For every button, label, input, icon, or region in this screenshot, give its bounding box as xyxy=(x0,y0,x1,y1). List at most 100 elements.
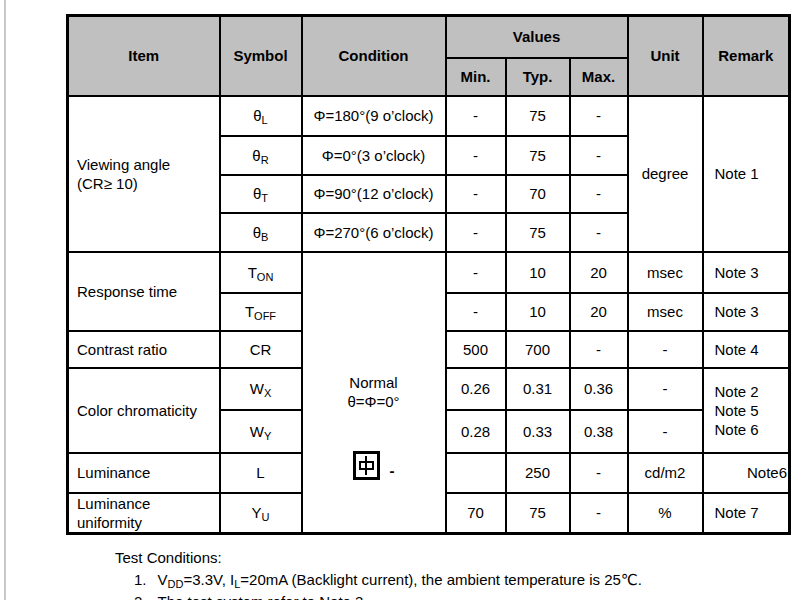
symbol-base: W xyxy=(250,423,264,440)
test-condition-2-clipped: 2.The test system refer to Note 3 xyxy=(134,593,363,600)
symbol-l: L xyxy=(220,453,302,493)
condition-normal-line2: θ=Φ=0° xyxy=(347,393,399,410)
unit-viewing-angle: degree xyxy=(628,96,703,252)
remark-viewing-angle: Note 1 xyxy=(703,96,790,252)
typ-wx: 0.31 xyxy=(506,368,570,410)
unit-wy: - xyxy=(628,410,703,453)
min-t-off: - xyxy=(446,293,506,331)
item-viewing-angle: Viewing angle (CR≥ 10) xyxy=(68,96,220,252)
min-wy: 0.28 xyxy=(446,410,506,453)
test-condition-1-text: =20mA (Backlight current), the ambient t… xyxy=(240,571,642,588)
max-theta-t: - xyxy=(570,175,628,213)
symbol-sub: T xyxy=(261,192,268,204)
typ-t-off: 10 xyxy=(506,293,570,331)
remark-luminance: Note6 xyxy=(703,453,790,493)
symbol-base: θ xyxy=(253,224,261,241)
test-condition-1-text: V xyxy=(158,571,168,588)
col-header-typ: Typ. xyxy=(506,58,570,96)
center-point-icon xyxy=(353,451,380,480)
typ-theta-t: 70 xyxy=(506,175,570,213)
optical-spec-table: Item Symbol Condition Values Unit Remark… xyxy=(66,14,791,535)
row-t-on: Response time TON Normal θ=Φ=0° - - 10 2… xyxy=(68,252,790,293)
condition-normal-line1: Normal xyxy=(349,374,397,391)
typ-t-on: 10 xyxy=(506,252,570,293)
item-luminance-uniformity-line2: uniformity xyxy=(77,514,142,531)
typ-yu: 75 xyxy=(506,493,570,534)
col-header-item: Item xyxy=(68,16,220,96)
max-wy: 0.38 xyxy=(570,410,628,453)
item-luminance: Luminance xyxy=(68,453,220,493)
col-header-min: Min. xyxy=(446,58,506,96)
col-header-max: Max. xyxy=(570,58,628,96)
symbol-base: T xyxy=(248,264,257,281)
symbol-wy: WY xyxy=(220,410,302,453)
condition-theta-l: Φ=180°(9 o’clock) xyxy=(302,96,446,136)
symbol-sub: ON xyxy=(257,271,274,283)
symbol-t-off: TOFF xyxy=(220,293,302,331)
test-condition-1-number: 1. xyxy=(134,571,147,588)
min-theta-r: - xyxy=(446,136,506,175)
typ-theta-l: 75 xyxy=(506,96,570,136)
unit-t-on: msec xyxy=(628,252,703,293)
item-viewing-angle-line2: (CR≥ 10) xyxy=(77,175,138,192)
max-theta-b: - xyxy=(570,213,628,252)
symbol-cr: CR xyxy=(220,331,302,368)
max-yu: - xyxy=(570,493,628,534)
item-viewing-angle-line1: Viewing angle xyxy=(77,156,170,173)
symbol-base: θ xyxy=(252,147,260,164)
min-theta-b: - xyxy=(446,213,506,252)
remark-t-off: Note 3 xyxy=(703,293,790,331)
max-cr: - xyxy=(570,331,628,368)
symbol-t-on: TON xyxy=(220,252,302,293)
row-theta-l: Viewing angle (CR≥ 10) θL Φ=180°(9 o’clo… xyxy=(68,96,790,136)
symbol-yu: YU xyxy=(220,493,302,534)
symbol-sub: X xyxy=(264,387,271,399)
condition-normal-text: Normal θ=Φ=0° xyxy=(303,373,445,411)
typ-theta-r: 75 xyxy=(506,136,570,175)
symbol-sub: R xyxy=(261,154,269,166)
item-contrast-ratio: Contrast ratio xyxy=(68,331,220,368)
min-yu: 70 xyxy=(446,493,506,534)
symbol-base: T xyxy=(245,303,254,320)
remark-chromaticity-line2: Note 5 xyxy=(715,402,759,419)
remark-chromaticity: Note 2 Note 5 Note 6 xyxy=(703,368,790,453)
test-condition-1-text: =3.3V, I xyxy=(183,571,234,588)
item-response-time: Response time xyxy=(68,252,220,331)
symbol-sub: Y xyxy=(264,430,271,442)
condition-merged-cell: Normal θ=Φ=0° - xyxy=(302,252,446,534)
remark-yu: Note 7 xyxy=(703,493,790,534)
remark-chromaticity-line1: Note 2 xyxy=(715,383,759,400)
symbol-theta-r: θR xyxy=(220,136,302,175)
symbol-base: Y xyxy=(252,504,262,521)
remark-chromaticity-line3: Note 6 xyxy=(715,421,759,438)
max-t-on: 20 xyxy=(570,252,628,293)
datasheet-page: { "table": { "headers": { "item": "Item"… xyxy=(0,0,801,600)
col-header-unit: Unit xyxy=(628,16,703,96)
typ-cr: 700 xyxy=(506,331,570,368)
test-condition-1: 1.VDD=3.3V, IL=20mA (Backlight current),… xyxy=(134,571,642,589)
center-point-icon-rect xyxy=(359,461,374,470)
symbol-theta-b: θB xyxy=(220,213,302,252)
page-edge-line xyxy=(4,0,6,600)
vdd-subscript: DD xyxy=(168,578,184,590)
condition-theta-r: Φ=0°(3 o’clock) xyxy=(302,136,446,175)
item-luminance-uniformity: Luminance uniformity xyxy=(68,493,220,534)
col-header-remark: Remark xyxy=(703,16,790,96)
symbol-wx: WX xyxy=(220,368,302,410)
typ-wy: 0.33 xyxy=(506,410,570,453)
max-theta-r: - xyxy=(570,136,628,175)
remark-t-on: Note 3 xyxy=(703,252,790,293)
symbol-base: W xyxy=(250,380,264,397)
symbol-sub: L xyxy=(262,114,268,126)
min-cr: 500 xyxy=(446,331,506,368)
symbol-theta-t: θT xyxy=(220,175,302,213)
col-header-values: Values xyxy=(446,16,628,58)
min-luminance xyxy=(446,453,506,493)
min-theta-t: - xyxy=(446,175,506,213)
item-luminance-uniformity-line1: Luminance xyxy=(77,495,150,512)
symbol-sub: B xyxy=(261,231,268,243)
min-wx: 0.26 xyxy=(446,368,506,410)
symbol-base: θ xyxy=(253,107,261,124)
condition-theta-b: Φ=270°(6 o’clock) xyxy=(302,213,446,252)
remark-cr: Note 4 xyxy=(703,331,790,368)
